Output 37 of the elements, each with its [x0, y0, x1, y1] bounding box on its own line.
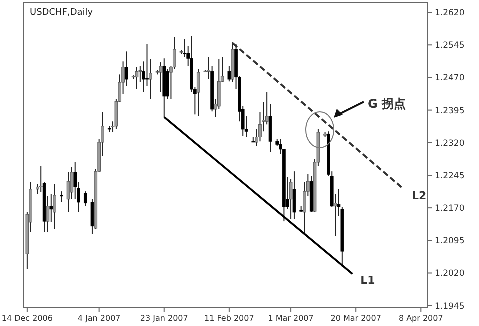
candlestick [334, 194, 338, 237]
y-tick-label: 1.2095 [435, 236, 465, 247]
annotation: G 拐点 [368, 97, 406, 111]
y-tick-label: 1.2020 [435, 269, 465, 280]
candlestick [196, 68, 200, 117]
x-tick-label: 23 Jan 2007 [140, 314, 188, 323]
candlestick [159, 62, 163, 93]
x-tick-label: 20 Mar 2007 [330, 314, 382, 323]
candlestick [84, 191, 88, 207]
y-tick-label: 1.1945 [435, 302, 465, 312]
x-tick-label: 11 Feb 2007 [204, 314, 254, 323]
y-tick-label: 1.2470 [435, 74, 465, 84]
x-tick-label: 8 Apr 2007 [398, 314, 444, 323]
y-tick-label: 1.2170 [435, 204, 465, 214]
candlestick [292, 171, 296, 220]
candlestick [46, 196, 50, 233]
x-tick-label: 1 Mar 2007 [268, 314, 314, 323]
candlestick [90, 198, 94, 235]
candlestick [135, 66, 139, 90]
x-tick-label: 4 Jan 2007 [78, 314, 121, 323]
y-tick-label: 1.2320 [435, 138, 465, 149]
text: USDCHF,Daily [30, 8, 94, 18]
y-tick-label: 1.2545 [435, 41, 465, 52]
candlestick [53, 184, 56, 230]
series-label: L2 [412, 189, 427, 202]
x-tick-label: 14 Dec 2006 [2, 314, 53, 323]
y-tick-label: 1.2620 [435, 8, 465, 19]
candlestick [228, 66, 232, 82]
candlestick [183, 38, 187, 58]
candlestick [146, 44, 149, 87]
series-label: L1 [360, 274, 376, 288]
y-tick-label: 1.2245 [435, 171, 465, 182]
y-tick-label: 1.2395 [435, 106, 465, 116]
candlestick [60, 191, 64, 203]
candlestick [39, 166, 43, 193]
candlestick [50, 194, 54, 223]
candlestick [125, 51, 128, 87]
